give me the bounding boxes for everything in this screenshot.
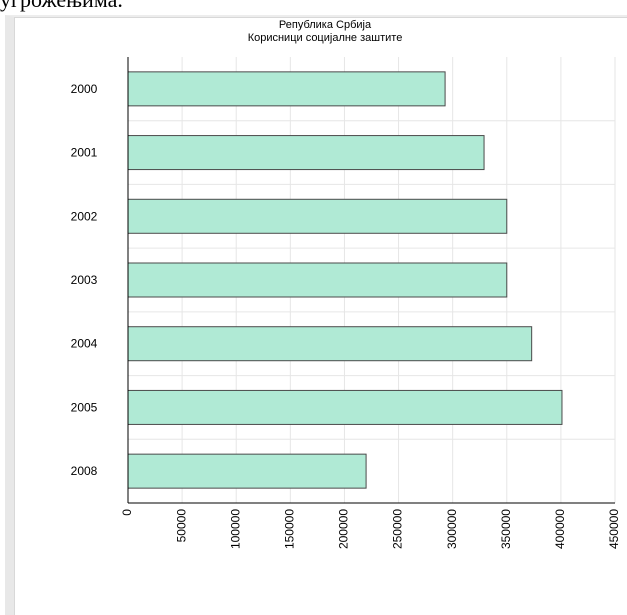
x-tick-label: 200000 (337, 509, 351, 549)
x-tick-label: 150000 (283, 509, 297, 549)
bar-2004 (127, 326, 533, 362)
x-tick-label: 400000 (553, 509, 567, 549)
bar-2002 (127, 198, 508, 234)
header-text-fragment: угрожењима. (0, 0, 123, 13)
chart-panel (5, 15, 627, 615)
x-tick-label: 350000 (499, 509, 513, 549)
x-tick-label: 50000 (174, 509, 188, 543)
y-tick-label: 2005 (71, 400, 98, 414)
x-tick-label: 450000 (607, 509, 621, 549)
x-tick-label: 0 (120, 509, 134, 516)
chart-subtitle: Корисници социјалне заштите (248, 32, 403, 44)
y-tick-label: 2008 (71, 464, 98, 478)
bar-2008 (127, 453, 367, 489)
y-tick-label: 2003 (71, 273, 98, 287)
chart-title: Република Србија (279, 19, 372, 31)
y-tick-label: 2004 (71, 337, 98, 351)
x-tick-label: 100000 (228, 509, 242, 549)
bar-2005 (127, 389, 563, 425)
bars (127, 71, 563, 489)
bar-2003 (127, 262, 508, 298)
grid-lines (128, 57, 616, 503)
bar-2001 (127, 135, 485, 171)
y-tick-label: 2002 (71, 209, 98, 223)
bar-2000 (127, 71, 446, 107)
tick-labels: 2000 2001 2002 2003 2004 2005 2008 0 50000 100000… (71, 82, 622, 549)
y-tick-label: 2000 (71, 82, 98, 96)
x-tick-label: 250000 (391, 509, 405, 549)
y-tick-label: 2001 (71, 146, 98, 160)
x-tick-label: 300000 (445, 509, 459, 549)
axes (127, 57, 615, 504)
